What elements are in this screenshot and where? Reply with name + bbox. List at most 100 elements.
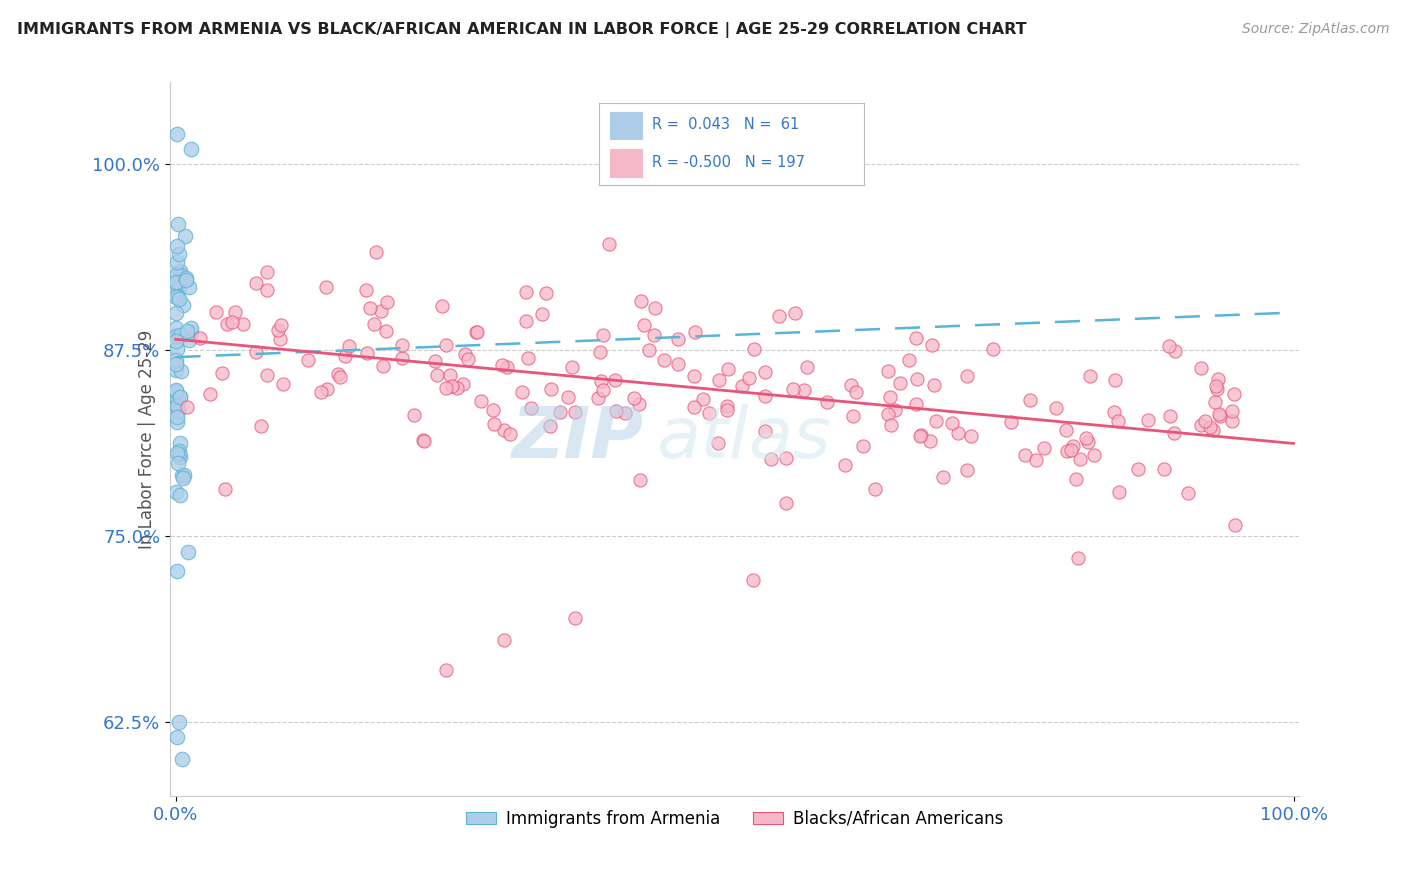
Point — [391, 338, 413, 352]
Point — [707, 435, 730, 450]
Point — [644, 301, 666, 316]
Point — [630, 293, 652, 308]
Point — [737, 371, 759, 385]
Point — [685, 326, 707, 340]
Point — [315, 280, 337, 294]
Point — [925, 414, 948, 428]
Point — [1107, 414, 1129, 428]
Point — [1189, 361, 1212, 376]
Point — [643, 328, 665, 343]
Point — [426, 368, 449, 382]
Point — [297, 352, 319, 367]
Point — [564, 405, 586, 419]
Point — [166, 415, 188, 429]
Point — [1032, 441, 1054, 455]
Point — [224, 305, 246, 319]
Point — [326, 368, 349, 382]
Point — [167, 403, 190, 417]
Point — [356, 346, 378, 360]
Point — [270, 318, 292, 332]
Point — [605, 373, 627, 387]
Point — [446, 381, 468, 395]
Legend: Immigrants from Armenia, Blacks/African Americans: Immigrants from Armenia, Blacks/African … — [458, 803, 1011, 834]
Point — [359, 301, 381, 315]
Point — [1177, 485, 1199, 500]
Point — [363, 317, 385, 331]
Point — [375, 324, 398, 338]
Point — [742, 574, 765, 588]
Point — [598, 237, 620, 252]
Point — [731, 379, 754, 393]
Point — [165, 305, 187, 319]
Point — [177, 333, 200, 347]
Point — [841, 378, 863, 392]
Point — [697, 406, 720, 420]
Point — [561, 359, 583, 374]
Point — [457, 351, 479, 366]
Point — [1056, 443, 1078, 458]
Point — [531, 307, 554, 321]
Point — [391, 351, 413, 366]
Point — [451, 376, 474, 391]
Point — [908, 428, 931, 442]
Point — [1153, 461, 1175, 475]
Point — [1159, 409, 1181, 423]
Point — [956, 368, 979, 383]
Point — [932, 469, 955, 483]
Point — [683, 401, 706, 415]
Point — [165, 363, 187, 377]
Point — [180, 320, 202, 334]
Point — [516, 351, 538, 365]
Point — [1078, 369, 1101, 384]
Point — [879, 390, 901, 404]
Point — [434, 381, 457, 395]
Point — [464, 325, 486, 339]
Point — [1208, 372, 1230, 386]
Point — [316, 382, 339, 396]
Point — [267, 323, 290, 337]
Point — [1205, 379, 1227, 393]
Point — [180, 325, 202, 339]
Point — [1194, 414, 1216, 428]
Point — [775, 451, 797, 466]
Point — [707, 373, 730, 387]
Point — [337, 339, 360, 353]
Point — [166, 564, 188, 578]
Point — [245, 345, 267, 359]
Point — [1157, 339, 1180, 353]
Point — [880, 417, 903, 432]
Point — [177, 280, 200, 294]
Point — [333, 349, 356, 363]
Point — [1108, 484, 1130, 499]
Point — [167, 714, 190, 729]
Point — [1220, 414, 1243, 428]
Point — [515, 313, 537, 327]
Point — [470, 394, 492, 409]
Point — [865, 482, 887, 496]
Point — [166, 399, 188, 413]
Point — [852, 439, 875, 453]
Point — [796, 359, 818, 374]
Point — [402, 409, 425, 423]
Point — [1128, 462, 1150, 476]
Point — [1064, 472, 1087, 486]
Point — [494, 632, 516, 647]
Point — [166, 410, 188, 425]
Point — [176, 271, 198, 285]
Point — [364, 245, 387, 260]
Point — [232, 317, 254, 331]
Point — [754, 365, 776, 379]
Text: atlas: atlas — [655, 404, 830, 474]
Point — [613, 406, 636, 420]
Point — [519, 401, 541, 415]
Point — [557, 390, 579, 404]
Point — [768, 309, 790, 323]
Point — [440, 378, 463, 392]
Point — [169, 450, 191, 465]
Point — [165, 485, 187, 500]
Point — [370, 303, 392, 318]
Point — [960, 429, 983, 443]
Point — [548, 404, 571, 418]
Point — [834, 458, 856, 472]
Point — [534, 286, 557, 301]
